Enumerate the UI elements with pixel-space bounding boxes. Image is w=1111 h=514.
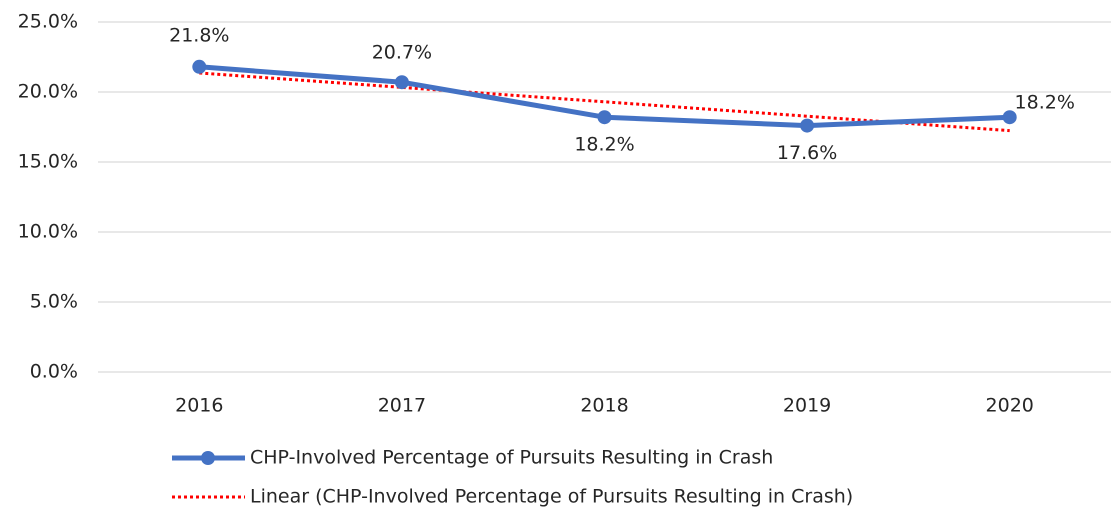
x-tick-label: 2017 [378,395,426,417]
point [800,118,815,133]
legend-label: CHP-Involved Percentage of Pursuits Resu… [250,447,773,469]
legend-marker [201,451,215,465]
y-tick-label: 20.0% [18,81,78,103]
point [1002,110,1017,125]
x-tick-label: 2020 [986,395,1034,417]
legend-label: Linear (CHP-Involved Percentage of Pursu… [250,486,853,508]
x-tick-label: 2016 [175,395,223,417]
y-tick-label: 15.0% [18,151,78,173]
data-label: 18.2% [1015,92,1075,114]
data-label: 18.2% [574,134,634,156]
data-label: 20.7% [372,42,432,64]
data-label: 21.8% [169,24,229,46]
y-tick-label: 25.0% [18,11,78,33]
y-tick-label: 0.0% [30,361,78,383]
x-tick-label: 2019 [783,395,831,417]
point [192,59,207,74]
point [597,110,612,125]
y-tick-label: 5.0% [30,291,78,313]
data-label: 17.6% [777,142,837,164]
point [394,75,409,90]
y-tick-label: 10.0% [18,221,78,243]
x-tick-label: 2018 [580,395,628,417]
